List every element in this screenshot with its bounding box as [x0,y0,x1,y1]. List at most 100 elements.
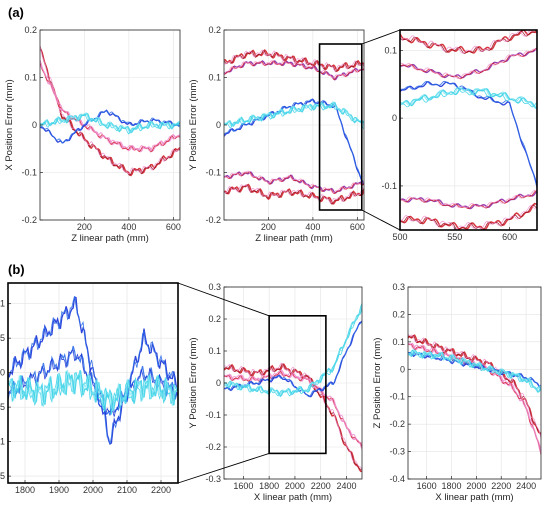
series-line-a1-0-1 [40,46,180,177]
series-line-a2-0-1 [224,49,364,73]
ylabel-b2: Y Position Error (mm) [188,337,199,428]
series-line-a2-2-1 [224,98,364,185]
xtick-label-b3: 1800 [441,481,461,491]
chart-a1: 200 400 600 -0.2 -0.1 0 0.1 0.2 Z linear path (m… [4,25,181,244]
xtick-label-b2: 2400 [337,481,357,491]
chart-b1: 1800 1900 2000 2100 2200 -0.15 -0.1 -0.05 0 0.05 0… [0,282,179,495]
series-line-a2-4-2 [224,170,364,194]
ytick-label-a1: 0 [32,120,37,130]
zoom-connector-a-bottom [361,209,401,231]
xtick-label-b3: 2000 [466,481,486,491]
series-line-a1-3-1 [40,112,180,134]
ytick-label-a2: 0.2 [208,25,221,35]
series-line-b2-3-2 [224,303,362,397]
ytick-label-a1: -0.2 [21,215,37,225]
series-line-a2-3-0 [224,101,364,127]
series-group-b3 [408,333,541,456]
ylabel-a1: X Position Error (mm) [4,79,15,170]
xtick-label-a2: 200 [261,222,276,232]
series-line-a3-5-2 [400,204,537,230]
series-line-b3-1-1 [408,343,541,456]
xlabel-a1: Z linear path (mm) [71,233,149,244]
xtick-label-b1: 1900 [49,485,69,495]
series-group-b1 [8,296,178,445]
xtick-label-b1: 2000 [83,485,103,495]
zoom-connector-b-bottom [177,452,270,484]
xtick-label-a1: 400 [121,222,136,232]
series-line-a3-3-1 [400,86,537,108]
ytick-label-b3: -0.1 [389,392,405,402]
chart-a2: 200 400 600 -0.2 -0.1 0 0.1 0.2 Z linear path (m… [188,25,365,244]
ytick-label-a3: -0.1 [381,181,397,191]
ytick-label-b2: 0 [216,378,221,388]
ytick-label-b1: -0.15 [0,471,5,481]
ytick-label-b3: -0.2 [389,419,405,429]
series-line-b1-2-2 [8,370,178,415]
panel-label-a: (a) [8,5,24,20]
xtick-label-a2: 400 [305,222,320,232]
series-line-a1-3-2 [40,113,180,135]
ylabel-b3: Z Position Error (mm) [372,338,383,429]
xlabel-a2: Z linear path (mm) [255,233,333,244]
series-line-a2-1-2 [224,60,364,79]
chart-a3: 500 550 600 -0.1 0 0.1 [381,29,538,242]
series-line-a2-4-1 [224,171,364,194]
ytick-label-a1: -0.1 [21,168,37,178]
series-line-b3-3-0 [408,349,541,393]
xtick-label-b1: 1800 [15,485,35,495]
series-line-a1-1-2 [40,64,180,152]
zoom-box-a [318,43,363,211]
ytick-label-a2: 0.1 [208,73,221,83]
xtick-label-b2: 2000 [285,481,305,491]
xtick-label-b3: 2200 [491,481,511,491]
xtick-label-a3: 500 [392,232,407,242]
series-line-b2-3-1 [224,302,362,397]
series-line-b3-3-2 [408,349,541,392]
ytick-label-b1: -0.1 [0,437,5,447]
series-line-a3-4-2 [400,190,537,209]
ytick-label-b3: -0.3 [389,447,405,457]
series-group-b2 [224,302,362,473]
series-line-a1-1-1 [40,62,180,153]
ytick-label-b1: -0.05 [0,402,5,412]
zoom-frame-b1 [7,282,179,484]
series-line-b2-0-2 [224,362,362,471]
xtick-label-a1: 600 [166,222,181,232]
ytick-label-a3: 0 [392,113,397,123]
ytick-label-b2: -0.3 [205,474,221,484]
series-line-b1-0-1 [8,296,178,445]
ytick-label-a2: -0.2 [205,215,221,225]
zoom-box-b [268,314,327,455]
ytick-label-b3: 0.3 [392,282,405,292]
zoom-connector-a-top [361,29,401,45]
series-line-a2-5-2 [224,184,364,204]
xlabel-b3: X linear path (mm) [435,492,513,503]
ytick-label-b2: -0.2 [205,442,221,452]
xlabel-b2: X linear path (mm) [254,492,332,503]
ytick-label-b3: 0.1 [392,337,405,347]
chart-b3: 1600 1800 2000 2200 2400 -0.4 -0.3 -0.2 -0.1 0 0.1… [372,282,542,503]
series-line-a3-1-1 [400,48,537,80]
xtick-label-a2: 600 [350,222,365,232]
xtick-label-b2: 1800 [259,481,279,491]
ytick-label-b3: -0.4 [389,474,405,484]
xtick-label-b1: 2200 [151,485,171,495]
ytick-label-b1: 0 [0,368,5,378]
ytick-label-b3: 0 [400,364,405,374]
series-line-a2-0-2 [224,49,364,72]
series-group-a2 [224,48,364,205]
ytick-label-b2: 0.3 [208,282,221,292]
xtick-label-b3: 1600 [417,481,437,491]
ytick-label-b2: 0.2 [208,314,221,324]
zoom-frame-a3 [399,29,538,231]
xtick-label-b1: 2100 [117,485,137,495]
series-line-b3-0-2 [408,333,541,440]
series-line-b2-2-1 [224,320,362,398]
series-line-a2-3-2 [224,102,364,130]
xtick-label-b2: 1600 [233,481,253,491]
series-line-a2-4-0 [224,171,364,194]
series-group-a1 [40,45,180,177]
series-line-a3-1-2 [400,48,537,80]
ytick-label-a2: 0 [216,120,221,130]
